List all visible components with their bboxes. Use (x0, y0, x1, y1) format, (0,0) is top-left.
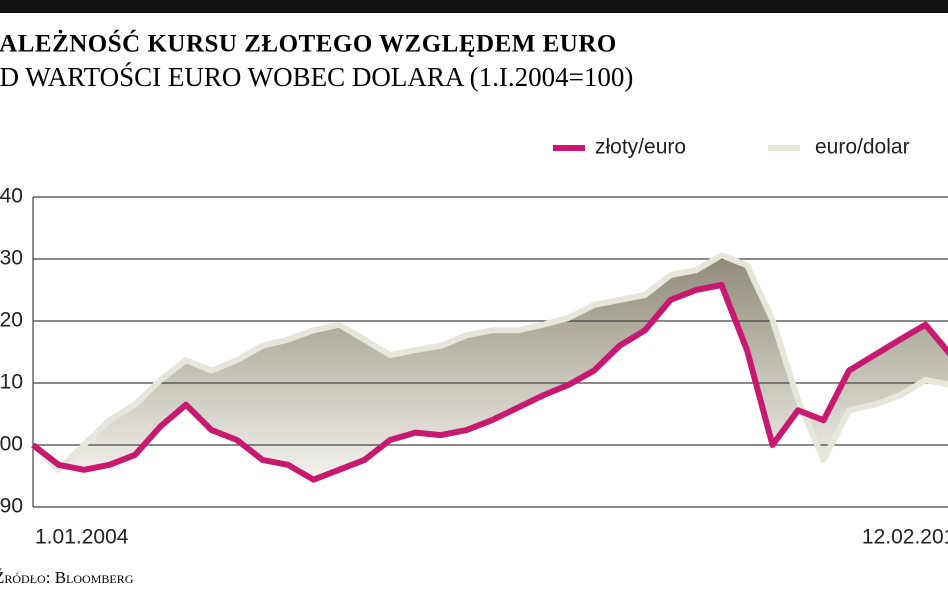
y-tick-label: 100 (0, 433, 23, 456)
y-tick-label: 140 (0, 185, 23, 208)
x-tick-label: 12.02.2010 (862, 526, 948, 549)
y-tick-label: 120 (0, 309, 23, 332)
source: Źródło: Bloomberg (0, 568, 134, 587)
top-bar (0, 0, 948, 13)
y-tick-label: 130 (0, 247, 23, 270)
shaded-area (33, 255, 948, 480)
y-tick-label: 110 (0, 371, 23, 394)
data-line (31, 282, 948, 483)
x-tick-label: 1.01.2004 (35, 526, 129, 549)
y-tick-label: 90 (0, 495, 23, 518)
chart-subtitle: OD WARTOŚCI EURO WOBEC DOLARA (1.I.2004=… (0, 62, 633, 92)
legend-label: złoty/euro (595, 136, 686, 159)
chart-title: ZALEŻNOŚĆ KURSU ZŁOTEGO WZGLĘDEM EURO (0, 30, 617, 58)
legend-label: euro/dolar (815, 136, 910, 159)
data-line (30, 252, 948, 473)
